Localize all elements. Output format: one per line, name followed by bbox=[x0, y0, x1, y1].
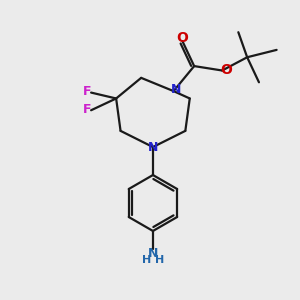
Text: N: N bbox=[170, 83, 181, 96]
Text: O: O bbox=[176, 31, 188, 44]
Text: N: N bbox=[148, 141, 158, 154]
Text: H: H bbox=[155, 255, 164, 265]
Text: N: N bbox=[148, 248, 158, 260]
Text: H: H bbox=[142, 255, 151, 265]
Text: O: O bbox=[220, 63, 232, 77]
Text: F: F bbox=[82, 85, 91, 98]
Text: F: F bbox=[82, 103, 91, 116]
